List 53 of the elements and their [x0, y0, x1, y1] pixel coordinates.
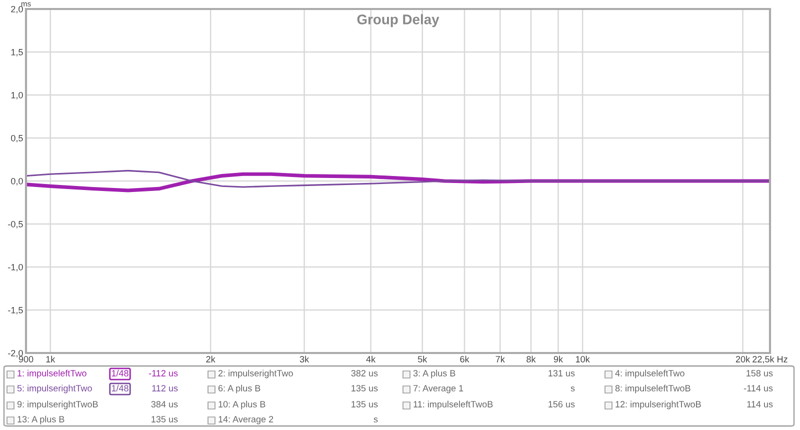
chart-title: Group Delay — [357, 14, 440, 28]
x-tick-label: 8k — [526, 356, 536, 362]
text: 156 us — [548, 401, 575, 408]
text: 10: A plus B — [218, 400, 266, 410]
text: 4: impulseleftTwo — [615, 370, 684, 378]
text: s — [374, 417, 378, 422]
text: 158 us — [746, 370, 773, 376]
text: -114 us — [744, 385, 773, 392]
text: 6: A plus B — [218, 384, 260, 394]
y-tick-label: 0,5 — [11, 134, 23, 142]
text: 9: impulserightTwoB — [17, 400, 98, 410]
text: 12: impulserightTwoB — [616, 400, 701, 410]
text: 384 us — [151, 401, 178, 408]
text: 13: A plus B — [18, 416, 64, 424]
x-tick-label: 1k — [46, 356, 56, 362]
text: 382 us — [351, 370, 378, 376]
text: 112 us — [152, 385, 178, 392]
x-tick-label: 900 — [18, 356, 34, 362]
text: s — [570, 386, 575, 392]
text: 135 us — [152, 416, 178, 422]
text: 1/48 — [112, 384, 128, 392]
y-tick-label: 2,0 — [11, 6, 23, 14]
x-tick-label: 6k — [460, 356, 470, 362]
x-tick-label: 3k — [300, 356, 310, 362]
x-tick-label: 9k — [554, 356, 563, 362]
text: 8: impulseleftTwoB — [615, 384, 690, 394]
y-tick-label: -1,5 — [8, 307, 23, 314]
text: -112 us — [148, 370, 178, 376]
text: 114 us — [747, 401, 773, 408]
x-tick-label: 10k — [576, 356, 590, 362]
x-tick-label: 2k — [206, 356, 216, 362]
y-tick-label: -1,0 — [8, 264, 23, 272]
y-tick-label: -0,5 — [8, 220, 23, 228]
x-tick-label: 20k — [736, 356, 750, 362]
text: 3: A plus B — [413, 370, 456, 378]
text: 135 us — [352, 401, 378, 408]
x-tick-label: 22,5k Hz — [752, 356, 788, 364]
y-tick-label: 1,5 — [11, 49, 23, 56]
text: 1: impulseleftTwo — [18, 370, 86, 378]
text: 2: impulserightTwo — [218, 370, 293, 378]
text: 1/48 — [112, 370, 128, 376]
x-tick-label: 7k — [496, 356, 505, 362]
text: 135 us — [352, 385, 378, 392]
text: 131 us — [548, 370, 575, 376]
y-tick-label: 1,0 — [11, 92, 23, 100]
y-tick-label: 0,0 — [11, 178, 23, 186]
x-tick-label: 4k — [366, 356, 376, 362]
text: 5: impulserightTwo — [17, 384, 92, 394]
x-tick-label: 5k — [418, 356, 428, 362]
text: 14: Average 2 — [218, 416, 274, 424]
y-tick-label: -2,0 — [8, 350, 23, 358]
text: 11: impulseleftTwoB — [414, 400, 493, 410]
text: 7: Average 1 — [413, 385, 464, 394]
